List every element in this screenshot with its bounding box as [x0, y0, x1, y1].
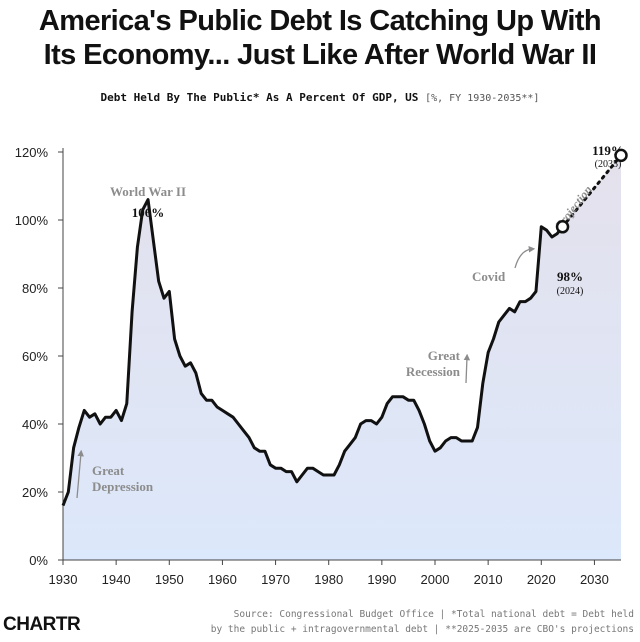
debt-area-fill — [63, 155, 621, 560]
annotation-2024: 98% (2024) — [557, 269, 584, 297]
x-tick-label: 2000 — [421, 572, 450, 587]
label-peak-wwii: 106% — [132, 205, 165, 220]
y-tick-label: 120% — [15, 145, 49, 160]
x-tick-label: 1980 — [314, 572, 343, 587]
y-tick-label: 40% — [22, 417, 48, 432]
x-tick-label: 1970 — [261, 572, 290, 587]
title-line-1: America's Public Debt Is Catching Up Wit… — [38, 5, 602, 37]
series-line-projection — [561, 153, 623, 229]
label-great-depression-1: Great — [92, 463, 125, 478]
chart-subtitle: Debt Held By The Public* As A Percent Of… — [0, 91, 640, 104]
subtitle-main: Debt Held By The Public* As A Percent Of… — [100, 91, 419, 104]
title-line-2: Its Economy... Just Like After World War… — [43, 39, 597, 71]
x-tick-label: 1940 — [102, 572, 131, 587]
y-tick-label: 100% — [15, 213, 49, 228]
label-great-depression-2: Depression — [92, 479, 154, 494]
arrow-great-depression — [76, 449, 84, 499]
arrow-covid — [514, 246, 536, 269]
label-value-2024: 98% — [557, 269, 583, 284]
y-tick-label: 80% — [22, 281, 48, 296]
label-year-2035: (2035) — [595, 159, 622, 170]
y-tick-label: 60% — [22, 349, 48, 364]
label-world-war-ii: World War II — [110, 184, 186, 199]
label-great-recession-2: Recession — [406, 364, 461, 379]
marker-2024 — [555, 220, 570, 234]
source-note: Source: Congressional Budget Office | *T… — [211, 607, 634, 637]
annotation-world-war-ii: World War II 106% — [110, 184, 186, 220]
x-tick-label: 2030 — [580, 572, 609, 587]
label-year-2024: (2024) — [557, 286, 584, 297]
source-line-2: by the public + intragovernmental debt |… — [210, 624, 634, 635]
x-tick-label: 1990 — [367, 572, 396, 587]
annotation-great-depression: Great Depression — [76, 449, 154, 499]
chartr-logo: CHARTR — [3, 614, 81, 635]
x-tick-label: 1930 — [49, 572, 78, 587]
subtitle-note: [%, FY 1930-2035**] — [425, 93, 540, 104]
source-line-1: Source: Congressional Budget Office | *T… — [233, 609, 634, 620]
arrow-great-recession — [463, 353, 471, 384]
chart-axes: 1930 1940 1950 1960 1970 1980 1990 2000 2010 2020… — [15, 145, 621, 587]
y-tick-label: 20% — [22, 485, 48, 500]
annotation-covid: Covid — [472, 246, 536, 284]
series-line-historical — [61, 198, 564, 507]
label-covid: Covid — [472, 269, 506, 284]
x-tick-label: 1950 — [155, 572, 184, 587]
x-tick-label: 1960 — [208, 572, 237, 587]
x-tick-label: 2020 — [527, 572, 556, 587]
chart-title: America's Public Debt Is Catching Up Wit… — [0, 4, 640, 72]
marker-2035 — [614, 148, 628, 163]
annotation-great-recession: Great Recession — [406, 348, 471, 384]
x-tick-label: 2010 — [474, 572, 503, 587]
y-tick-label: 0% — [29, 553, 48, 568]
label-great-recession-1: Great — [428, 348, 461, 363]
